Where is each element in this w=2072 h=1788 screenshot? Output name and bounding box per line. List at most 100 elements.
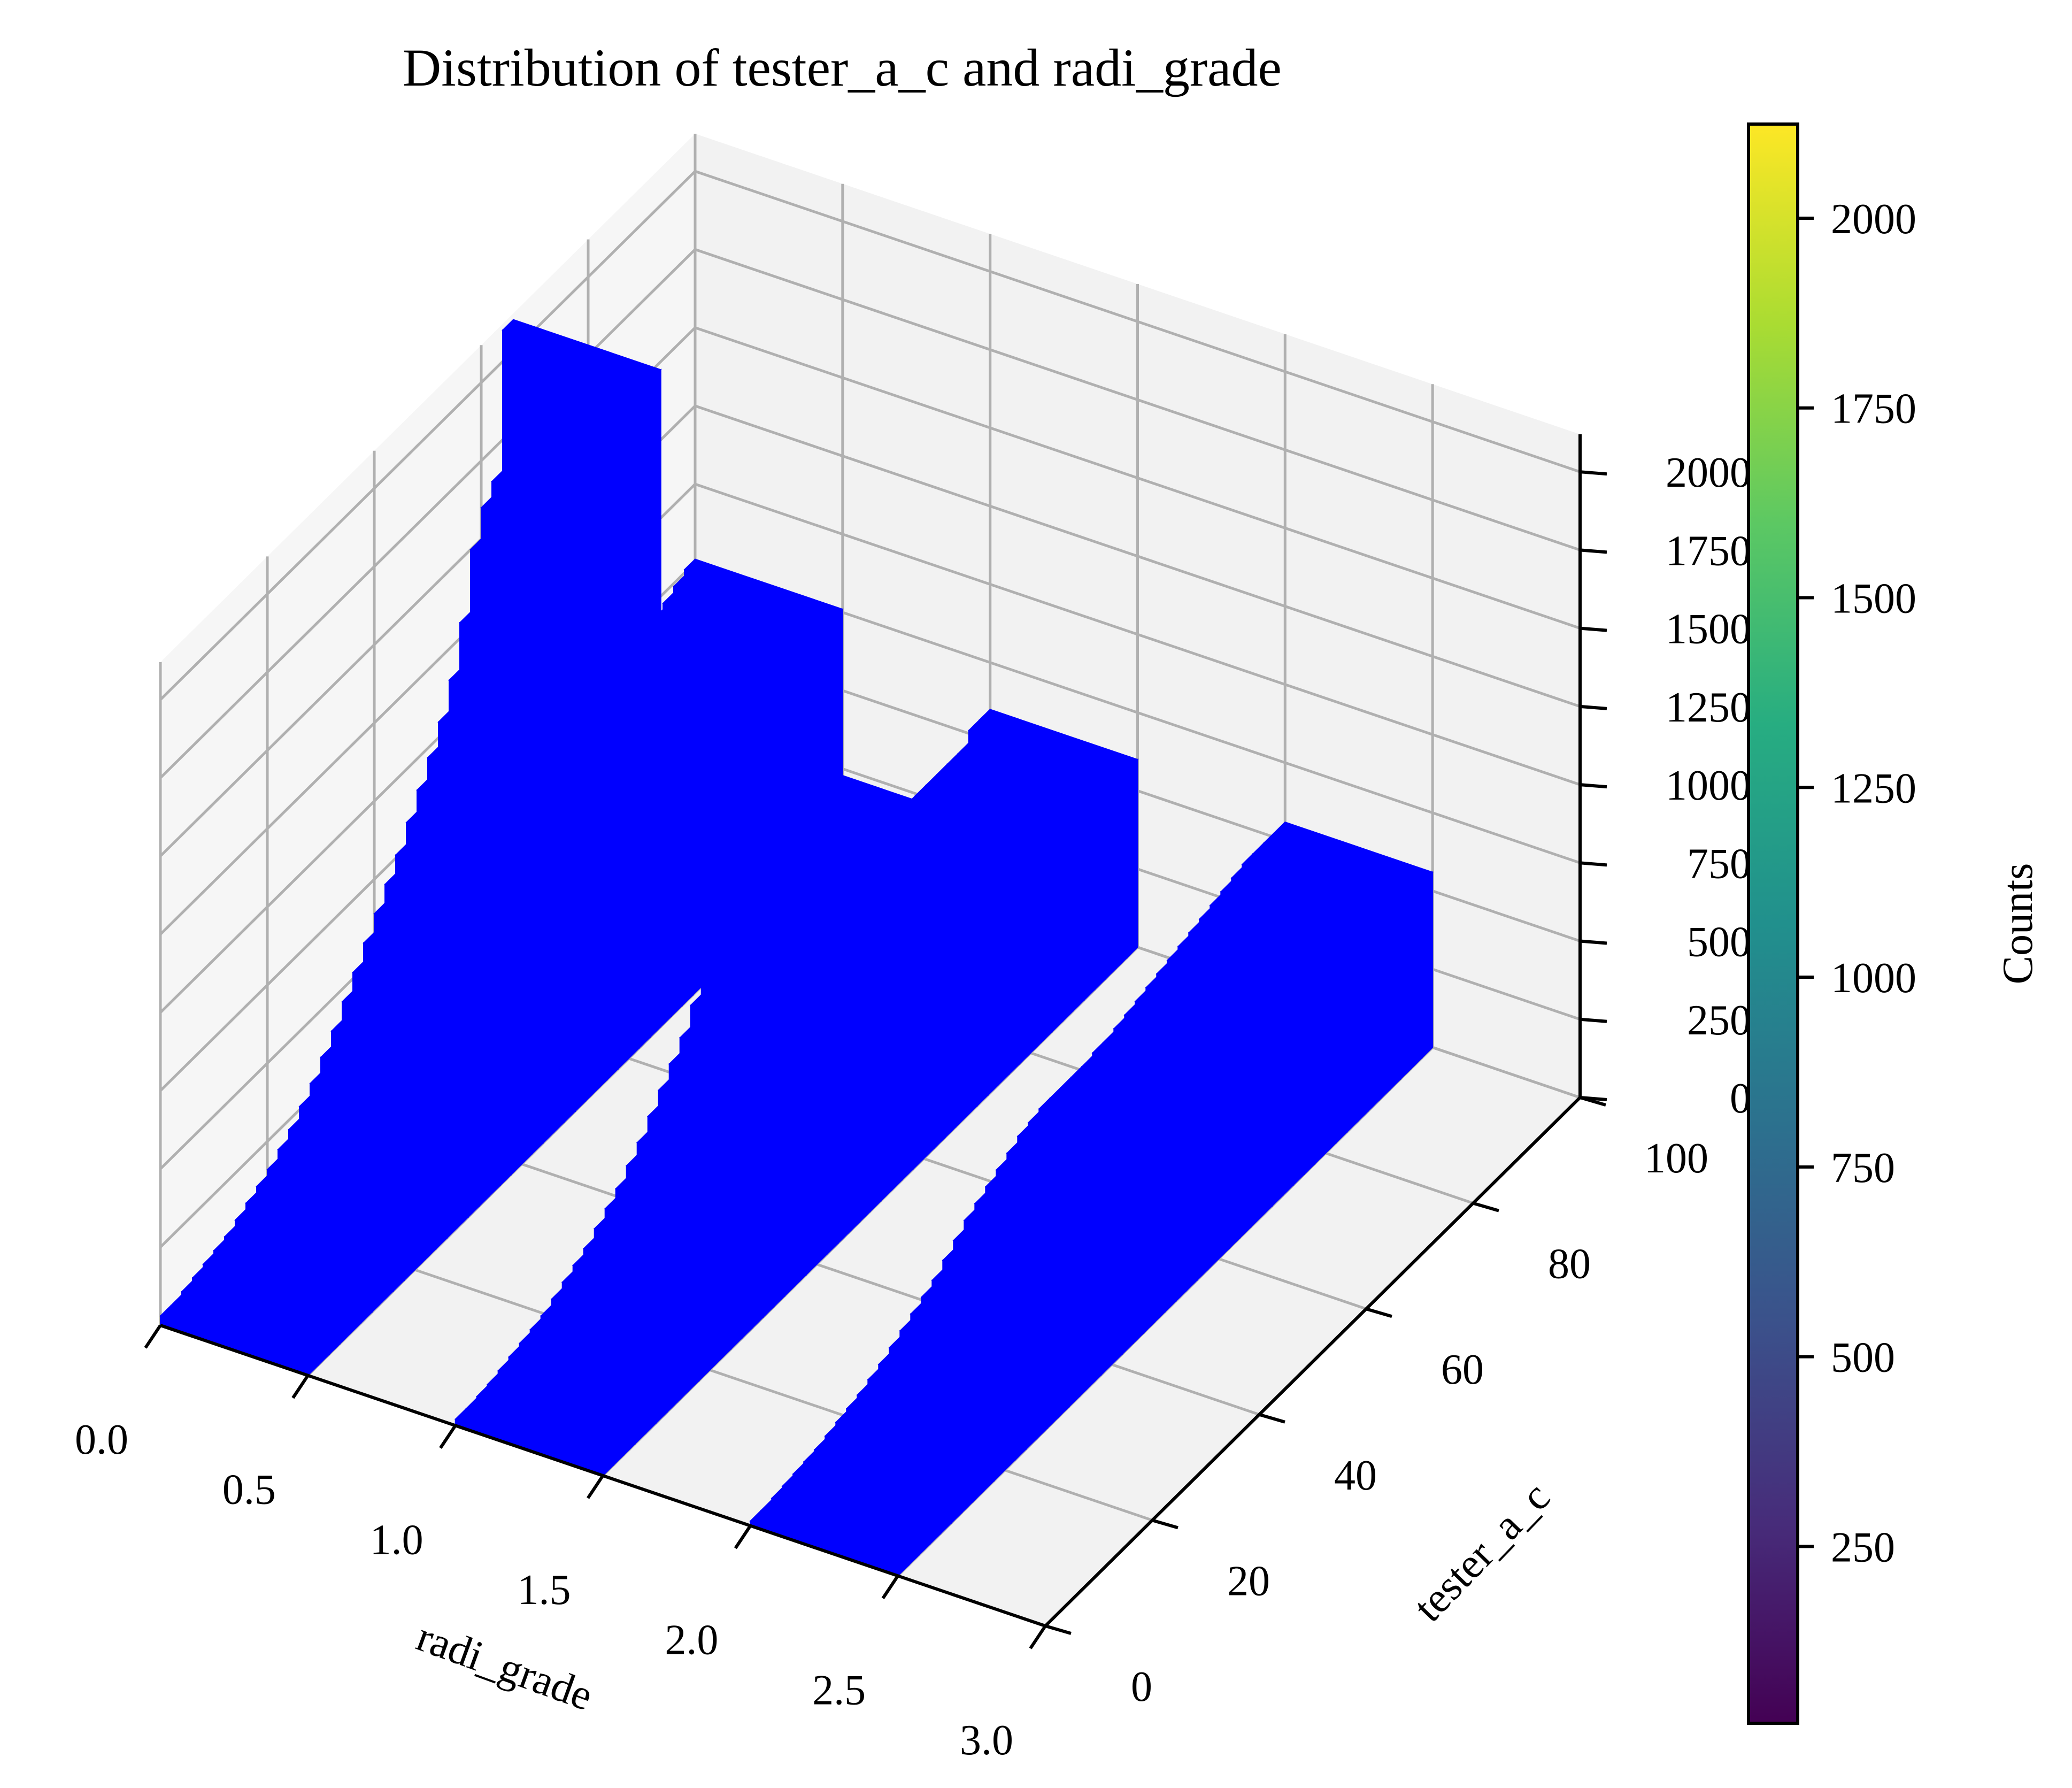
bar-side-face <box>1090 1299 1102 1387</box>
bar-side-face <box>1272 1053 1284 1208</box>
bar-side-face <box>574 796 587 1113</box>
bar-top-face <box>974 1192 1135 1255</box>
bar-side-face <box>1019 876 1031 1065</box>
bar-side-face <box>1041 855 1053 1044</box>
bar-top-face <box>796 763 957 825</box>
bar-top-face <box>373 902 534 965</box>
z-tick-label: 2000 <box>1666 449 1751 496</box>
bar-side-face <box>816 1102 828 1266</box>
z-tick-mark <box>1580 548 1607 554</box>
bar-side-face <box>1411 881 1423 1070</box>
bar-top-face <box>491 470 651 533</box>
bar-side-face <box>1389 902 1401 1091</box>
bar-top-face <box>1241 853 1402 915</box>
y-axis-ticks: 0 20 40 60 80 100 <box>1045 1096 1708 1710</box>
bar-side-face <box>532 923 544 1155</box>
bar-top-face <box>448 669 608 731</box>
bar-top-face <box>721 915 882 978</box>
bar-side-face <box>628 546 640 1060</box>
bar-top-face <box>1113 1017 1274 1080</box>
bar-top-face <box>867 1368 1028 1431</box>
bar-side-face <box>1165 1175 1177 1313</box>
bar-side-face <box>762 1227 775 1318</box>
y-tick-mark <box>1473 1201 1499 1213</box>
bar-top-face <box>224 1225 384 1288</box>
bar-side-face <box>499 1010 512 1187</box>
bar-side-face <box>1008 887 1021 1076</box>
z-tick-label: 1750 <box>1666 527 1751 574</box>
bar-top-face <box>266 1158 427 1221</box>
bar-top-face <box>813 1438 974 1501</box>
bar-side-face <box>976 953 989 1107</box>
bar-top-face <box>668 1053 829 1115</box>
bar-side-face <box>827 1076 839 1255</box>
bar-top-face <box>1166 949 1327 1011</box>
y-tick-label: 80 <box>1548 1241 1591 1288</box>
bar-top-face <box>309 1072 469 1134</box>
bar-side-face <box>1346 957 1359 1133</box>
bar-top-face <box>700 968 861 1030</box>
bar-top-face <box>888 1336 1049 1399</box>
bar-side-face <box>671 835 683 1018</box>
bar-top-face <box>910 1302 1070 1365</box>
bar-top-face <box>920 1286 1081 1348</box>
bar-top-face <box>683 558 844 621</box>
x-tick-mark <box>144 1324 162 1349</box>
bar-side-face <box>1368 930 1380 1112</box>
bar-side-face <box>1282 1039 1295 1197</box>
bar-side-face <box>1094 802 1106 991</box>
bar-side-face <box>596 718 608 1092</box>
grid-z-line <box>159 482 1581 1014</box>
bar-side-face <box>1304 1012 1316 1176</box>
bars <box>159 319 1434 1577</box>
grid-z-line <box>159 170 1581 701</box>
colorbar-tick-label: 1000 <box>1831 955 1916 1002</box>
colorbar: 250 500 750 1000 1250 1500 1750 2000 Counts <box>1747 122 2042 1725</box>
y-tick-mark <box>1259 1413 1285 1424</box>
bar-side-face <box>1229 1105 1241 1250</box>
bar-top-face <box>803 1451 964 1513</box>
bar-top-face <box>856 1384 1017 1446</box>
bar-top-face <box>1198 908 1359 970</box>
bar-top-face <box>1091 1041 1252 1104</box>
z-tick-mark <box>1580 861 1607 867</box>
bar-side-face <box>1421 871 1434 1060</box>
z-tick-label: 250 <box>1687 997 1751 1044</box>
colorbar-gradient <box>1747 122 1799 1725</box>
colorbar-tick-label: 1500 <box>1831 575 1916 623</box>
bar-side-face <box>553 861 565 1134</box>
bar-top-face <box>614 1177 775 1240</box>
bar-side-face <box>1122 1242 1134 1355</box>
bar-top-face <box>711 941 872 1004</box>
z-tick-label: 1500 <box>1666 606 1751 653</box>
bar-top-face <box>743 878 904 941</box>
bar-top-face <box>437 711 598 773</box>
bar-top-face <box>792 1463 953 1525</box>
bar-side-face <box>1207 1126 1220 1271</box>
bar-side-face <box>478 1069 490 1208</box>
bar-top-face <box>245 1192 405 1254</box>
x-tick-label: 3.0 <box>960 1717 1013 1764</box>
x-tick-mark <box>291 1375 310 1399</box>
x-tick-label: 0.5 <box>222 1467 276 1514</box>
bar-side-face <box>510 981 522 1176</box>
bar-top-face <box>604 1198 765 1260</box>
bar-side-face <box>1293 1026 1305 1186</box>
bar-side-face <box>617 588 629 1070</box>
x-axis-ticks: 0.0 0.5 1.0 1.5 2.0 2.5 3.0 <box>75 1324 1047 1764</box>
z-tick-label: 750 <box>1687 840 1751 887</box>
bar-top-face <box>1016 1125 1177 1187</box>
grid-z-line <box>159 404 1581 935</box>
bar-top-face <box>845 1397 1006 1460</box>
bar-side-face <box>1126 758 1138 960</box>
bar-side-face <box>1250 1080 1262 1229</box>
bar-top-face <box>593 1217 754 1280</box>
y-tick-mark <box>1152 1518 1179 1530</box>
bar-side-face <box>1336 971 1348 1144</box>
y-axis-line <box>1044 1096 1582 1628</box>
y-tick-label: 20 <box>1227 1557 1270 1605</box>
bar-side-face <box>521 952 533 1165</box>
bar-top-face <box>899 1319 1060 1382</box>
bar-top-face <box>277 1138 437 1201</box>
